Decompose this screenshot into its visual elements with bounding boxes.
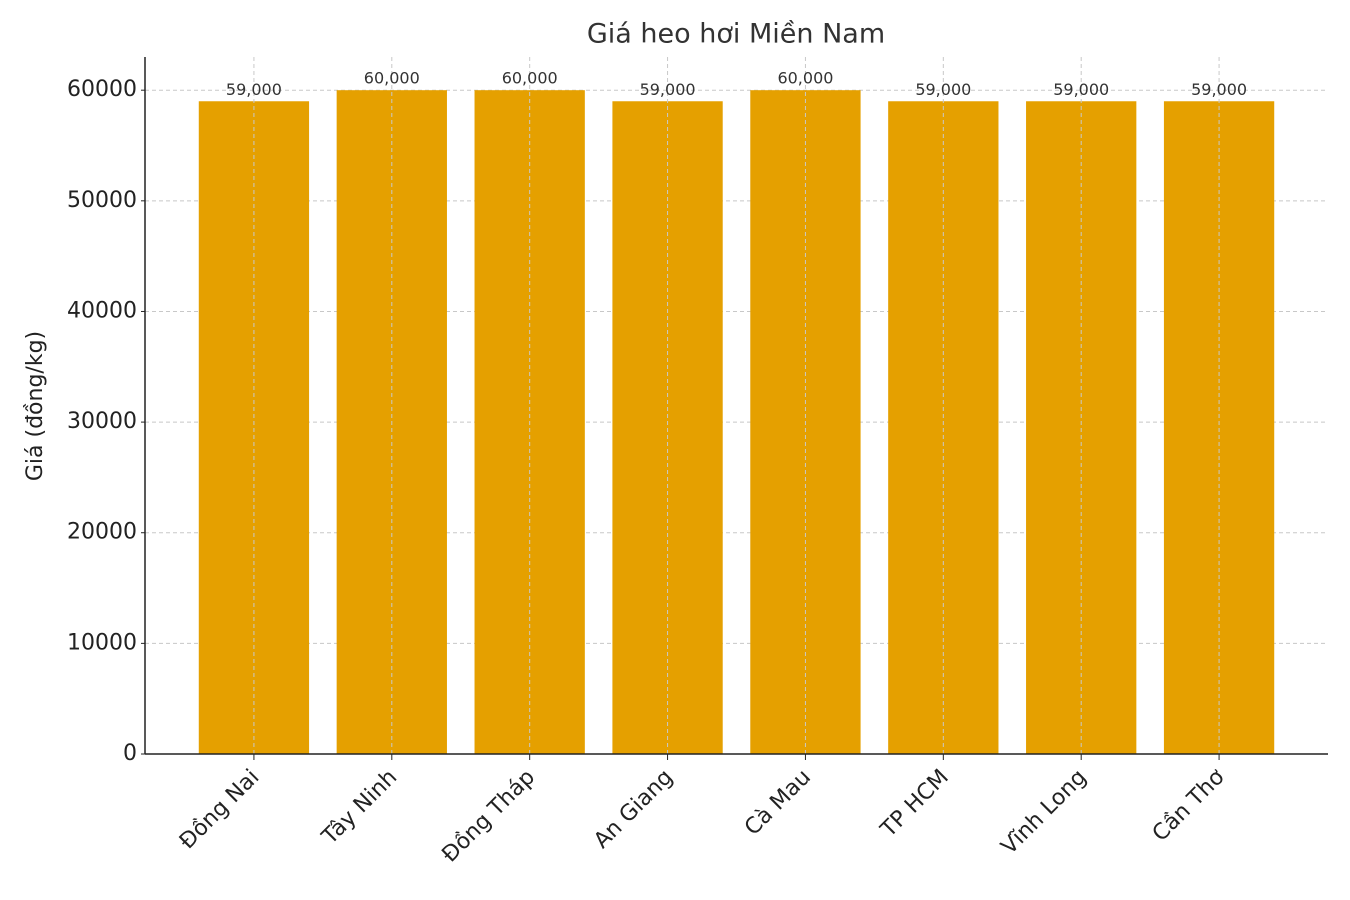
value-label: 59,000 [915, 80, 971, 99]
x-tick-label: Đồng Nai [175, 765, 264, 854]
x-tick-label: TP HCM [876, 765, 954, 843]
y-tick-label: 20000 [67, 520, 137, 545]
value-label: 59,000 [226, 80, 282, 99]
y-tick-label: 40000 [67, 298, 137, 323]
y-tick-label: 30000 [67, 409, 137, 434]
value-label: 60,000 [777, 69, 833, 88]
y-tick-label: 0 [123, 741, 137, 766]
x-tick-label: Vĩnh Long [997, 765, 1092, 860]
value-label: 60,000 [502, 69, 558, 88]
y-tick-label: 50000 [67, 188, 137, 213]
value-label: 59,000 [1053, 80, 1109, 99]
x-tick-label: Tây Ninh [317, 765, 402, 850]
value-label: 59,000 [1191, 80, 1247, 99]
y-tick-label: 60000 [67, 77, 137, 102]
y-axis-label: Giá (đồng/kg) [23, 331, 48, 481]
x-tick-label: An Giang [589, 765, 678, 854]
y-tick-label: 10000 [67, 630, 137, 655]
chart-title: Giá heo hơi Miền Nam [587, 19, 885, 50]
x-tick-label: Đồng Tháp [437, 765, 540, 868]
value-label: 59,000 [640, 80, 696, 99]
x-tick-label: Cần Thơ [1148, 764, 1230, 846]
x-tick-label: Cà Mau [740, 765, 816, 841]
value-label: 60,000 [364, 69, 420, 88]
